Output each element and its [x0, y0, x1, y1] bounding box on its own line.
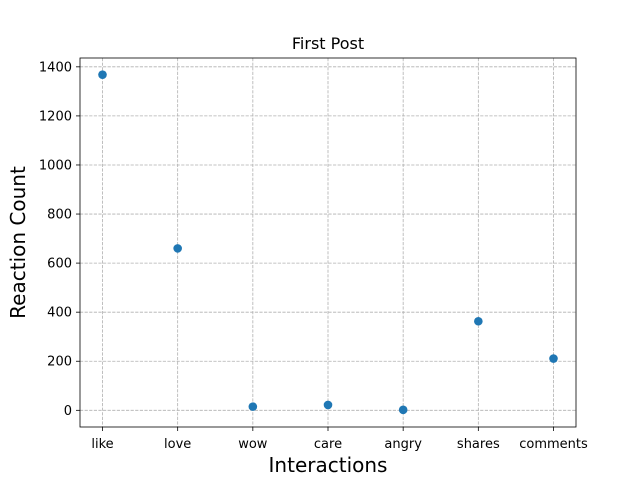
- x-tick-label: angry: [384, 437, 422, 452]
- y-tick-label: 800: [47, 208, 72, 223]
- y-tick-label: 1400: [39, 60, 72, 75]
- chart-title: First Post: [292, 34, 364, 53]
- y-axis-ticks: 0 200 400 600 800 1000 1200 1400: [39, 60, 80, 419]
- x-tick-label: wow: [238, 437, 268, 452]
- x-tick-label: shares: [457, 437, 500, 452]
- data-point-love: [173, 244, 182, 253]
- data-point-like: [98, 70, 107, 79]
- x-tick-label: like: [91, 437, 113, 452]
- x-tick-label: care: [314, 437, 342, 452]
- y-tick-label: 0: [64, 404, 72, 419]
- x-axis-label: Interactions: [269, 453, 388, 477]
- data-points: [98, 70, 558, 415]
- x-tick-label: love: [164, 437, 191, 452]
- y-axis-label: Reaction Count: [6, 166, 30, 319]
- grid: [80, 58, 576, 427]
- y-tick-label: 1200: [39, 109, 72, 124]
- x-axis-ticks: like love wow care angry shares comments: [91, 427, 588, 452]
- data-point-care: [323, 400, 333, 410]
- data-point-comments: [549, 354, 558, 363]
- y-tick-label: 200: [47, 355, 72, 370]
- data-point-shares: [474, 316, 483, 326]
- y-tick-label: 1000: [39, 158, 72, 173]
- y-tick-label: 400: [47, 306, 72, 321]
- y-tick-label: 600: [47, 257, 72, 272]
- data-point-angry: [398, 405, 408, 415]
- data-point-wow: [248, 402, 258, 411]
- x-tick-label: comments: [519, 437, 588, 452]
